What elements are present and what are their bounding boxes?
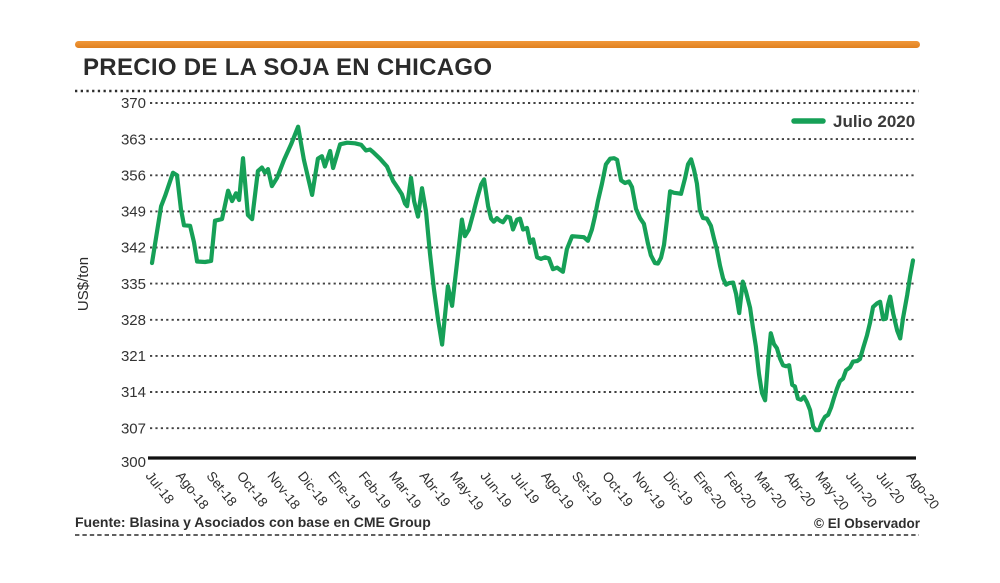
- legend: Julio 2020: [791, 112, 915, 131]
- footer-credit-text: © El Observador: [814, 516, 920, 531]
- y-tick-label: 307: [121, 420, 146, 437]
- y-tick-label: 300: [121, 454, 146, 471]
- y-tick-label: 363: [121, 131, 146, 148]
- y-tick-label: 321: [121, 348, 146, 365]
- x-tick-label: Oct-18: [234, 469, 271, 510]
- x-tick-label: Ago-20: [904, 469, 943, 513]
- price-line: [149, 124, 916, 433]
- page-title: PRECIO DE LA SOJA EN CHICAGO: [83, 54, 493, 81]
- y-tick-label: 342: [121, 240, 146, 257]
- y-axis-title: US$/ton: [75, 257, 92, 311]
- footer-source-text: Fuente: Blasina y Asociados con base en …: [75, 514, 431, 530]
- gridlines: [150, 102, 916, 430]
- price-line-series: [149, 124, 916, 433]
- accent-bar: [75, 41, 920, 48]
- y-tick-label: 335: [121, 276, 146, 293]
- y-tick-label: 328: [121, 312, 146, 329]
- y-tick-label: 314: [121, 384, 146, 401]
- y-tick-label: 370: [121, 95, 146, 112]
- x-tick-label: Oct-19: [599, 469, 636, 510]
- y-tick-label: 349: [121, 204, 146, 221]
- x-tick-label: Jul-18: [143, 469, 177, 507]
- x-tick-label: Mar-19: [386, 469, 424, 512]
- y-tick-label: 356: [121, 168, 146, 185]
- legend-label: Julio 2020: [833, 112, 915, 131]
